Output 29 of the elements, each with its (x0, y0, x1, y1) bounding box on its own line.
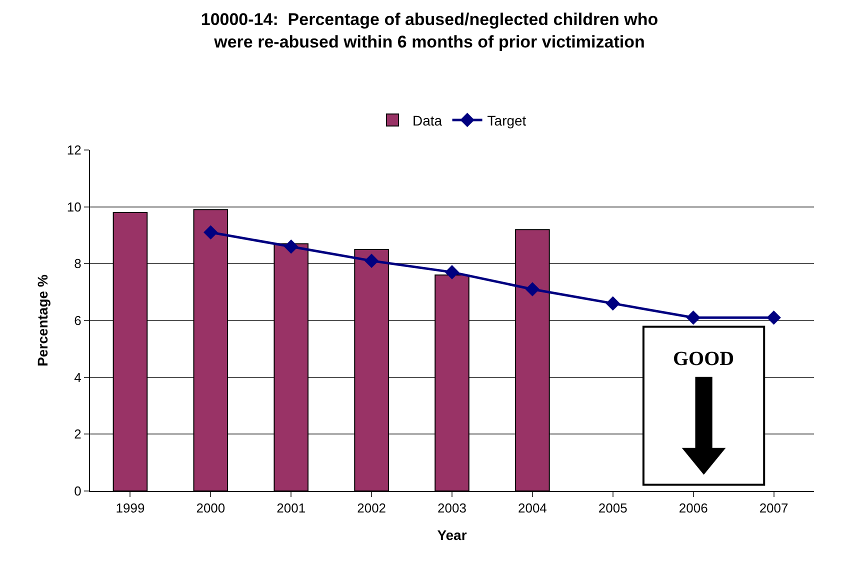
y-tick-label: 2 (74, 426, 82, 442)
y-tick-label: 0 (74, 484, 82, 499)
x-tick-label: 2007 (759, 500, 788, 516)
x-tick-label: 1999 (116, 500, 145, 516)
point (766, 310, 781, 325)
x-tick-label: 2002 (357, 500, 386, 516)
y-axis-title: Percentage % (34, 274, 51, 366)
legend-label: Data (412, 112, 442, 128)
y-tick-label: 6 (74, 313, 82, 328)
x-tick-label: 2006 (678, 500, 708, 516)
x-tick-label: 2005 (598, 500, 628, 516)
point (686, 310, 700, 325)
y-tick-label: 10 (66, 199, 82, 214)
point (364, 254, 379, 268)
point (284, 239, 298, 254)
x-tick-label: 2004 (518, 500, 547, 516)
x-axis-title: Year (437, 526, 468, 543)
point (606, 296, 620, 311)
y-tick-label: 4 (74, 370, 82, 385)
legend-label: Target (487, 112, 526, 128)
y-tick-label: 12 (66, 142, 82, 158)
x-tick-label: 2003 (438, 500, 466, 516)
point (525, 282, 540, 296)
chart-title: 10000-14: Percentage of abused/neglected children who were re-abused within 6 months of prior victimization (200, 10, 658, 52)
x-tick-label: 2000 (196, 500, 226, 516)
point (204, 225, 218, 240)
point (444, 265, 460, 280)
y-tick-label: 8 (74, 256, 82, 272)
x-tick-label: 2001 (276, 500, 306, 516)
